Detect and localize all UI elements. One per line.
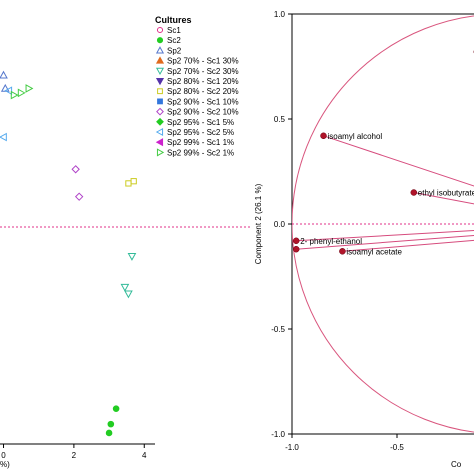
loading-point [292, 237, 300, 245]
legend-label: Sc1 [167, 26, 181, 35]
loading-line [296, 235, 474, 250]
y-tick-label: -0.5 [271, 325, 285, 334]
legend-label: Sp2 [167, 46, 182, 55]
score-point [4, 86, 13, 96]
legend-label: Sp2 80% - Sc1 20% [167, 77, 239, 86]
legend-label: Sp2 80% - Sc2 20% [167, 87, 239, 96]
legend-marker [155, 67, 165, 76]
legend-label: Sc2 [167, 36, 181, 45]
x-tick-label: 2 [72, 451, 77, 460]
legend-marker [156, 117, 164, 126]
loading-plot-x-label: Co [451, 460, 462, 469]
score-point [71, 165, 80, 174]
loading-plot-y-label: Component 2 (26.1 %) [254, 183, 263, 264]
score-plot-x-ticks: 0 2 4 [1, 444, 147, 460]
loading-line [413, 192, 474, 205]
legend-marker [155, 138, 164, 147]
legend-label: Sp2 90% - Sc2 10% [167, 108, 239, 117]
loading-point-label: 2- phenyl-ethanol [300, 237, 362, 246]
loading-point [410, 189, 418, 196]
loading-plot-y-ticks: 1.0 0.5 0.0 -0.5 -1.0 [271, 10, 292, 439]
legend-label: Sp2 99% - Sc2 1% [167, 148, 234, 157]
legend-label: Sp2 95% - Sc1 5% [167, 118, 234, 127]
loading-point [320, 132, 327, 140]
score-point [25, 84, 34, 93]
legend-marker [156, 107, 164, 116]
loading-point [339, 248, 346, 255]
loading-plot-frame [291, 13, 474, 435]
legend-marker [156, 26, 164, 34]
legend-label: Sp2 90% - Sc1 10% [167, 97, 239, 106]
loading-line [296, 230, 474, 242]
y-tick-label: 0.5 [274, 115, 286, 124]
legend-marker [157, 98, 163, 105]
score-point [124, 290, 133, 299]
legend-marker [156, 37, 164, 44]
score-point [0, 132, 7, 142]
score-point [107, 420, 115, 428]
legend-label: Sp2 70% - Sc1 30% [167, 57, 239, 66]
loading-lines [296, 135, 474, 252]
score-point [127, 252, 137, 261]
legend-marker [155, 46, 165, 54]
legend-label: Sp2 95% - Sc2 5% [167, 128, 234, 137]
y-tick-label: 1.0 [274, 10, 286, 19]
score-plot-points [0, 70, 137, 437]
unit-circle [292, 15, 474, 433]
loading-plot-x-ticks: -1.0-0.50.0 [285, 434, 404, 452]
legend-marker [155, 56, 165, 64]
score-plot-x-label: %) [0, 460, 10, 469]
loading-line [342, 239, 474, 252]
loading-point [292, 245, 300, 253]
score-point [125, 180, 132, 187]
x-tick-label: 0 [1, 451, 6, 460]
loading-line [323, 135, 474, 187]
x-tick-label: 4 [142, 451, 147, 460]
x-tick-label: -0.5 [390, 443, 404, 452]
y-tick-label: 0.0 [274, 220, 286, 229]
legend-marker [157, 88, 163, 95]
legend-marker [155, 127, 164, 137]
legend-title: Cultures [155, 15, 192, 25]
score-point [74, 192, 84, 201]
score-point [0, 83, 10, 92]
score-point [105, 429, 113, 437]
score-point [112, 405, 120, 412]
x-tick-label: -1.0 [285, 443, 299, 452]
loading-point-label: ethyl isobutyrate [418, 189, 474, 198]
y-tick-label: -1.0 [271, 430, 285, 439]
legend-marker [156, 148, 165, 157]
legend-label: Sp2 70% - Sc2 30% [167, 67, 239, 76]
legend-label: Sp2 99% - Sc1 1% [167, 138, 234, 147]
loading-point-label: isoamyl alcohol [328, 132, 383, 141]
score-point [120, 283, 130, 292]
score-point [10, 90, 19, 100]
score-point [0, 70, 8, 79]
score-point [17, 88, 26, 98]
loading-point-label: isoamyl acetate [346, 247, 402, 256]
score-point [130, 178, 137, 185]
legend-marker [155, 77, 165, 86]
